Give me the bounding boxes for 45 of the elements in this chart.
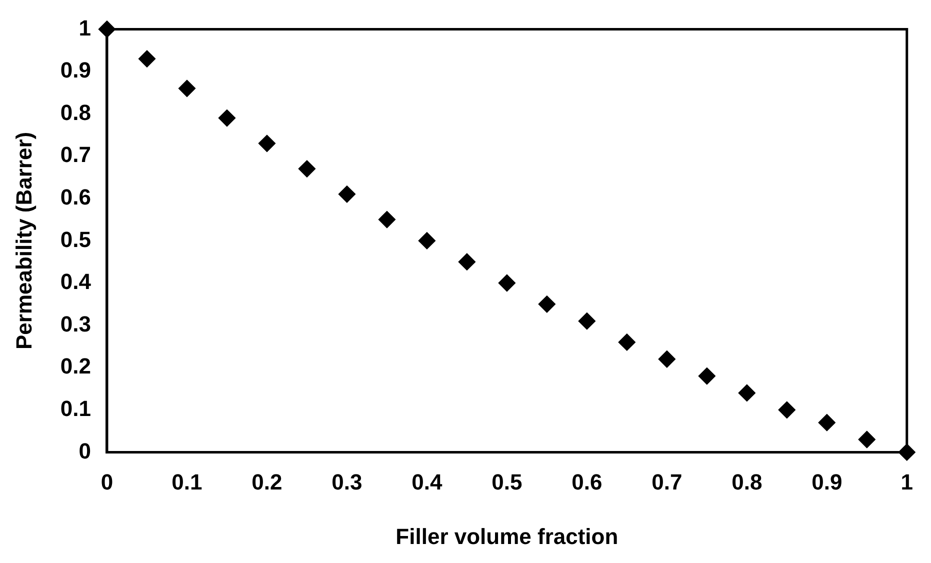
y-tick-label: 0.2 (60, 354, 91, 379)
point (378, 211, 396, 228)
point (578, 312, 596, 330)
point (298, 160, 316, 178)
point (258, 134, 276, 152)
y-tick-label: 0.8 (60, 100, 91, 125)
x-tick-label: 0.2 (252, 469, 282, 494)
x-tick-label: 0.4 (412, 469, 443, 494)
y-tick-label: 0.7 (60, 142, 91, 168)
point (178, 80, 196, 97)
x-tick-label: 1 (900, 469, 914, 494)
x-tick-label: 0.1 (172, 469, 202, 494)
point (338, 186, 356, 203)
x-tick-label: 0.9 (812, 469, 842, 494)
x-axis-title: Filler volume fraction (396, 524, 618, 549)
y-tick-label: 0.1 (60, 396, 91, 421)
point (618, 334, 636, 351)
y-tick-label: 0.3 (60, 311, 91, 336)
x-tick-label: 0 (100, 469, 114, 494)
y-tick-label: 0.9 (60, 58, 91, 83)
point (898, 444, 916, 461)
y-axis-title: Permeability (Barrer) (11, 132, 36, 350)
point (418, 232, 436, 250)
point (458, 253, 476, 270)
point (98, 20, 116, 38)
x-tick-label: 0.6 (572, 469, 602, 494)
point (218, 110, 236, 127)
point (498, 274, 516, 292)
point (778, 401, 796, 418)
y-tick-label: 0 (78, 438, 91, 464)
y-tick-label: 0.4 (60, 269, 92, 294)
point (538, 296, 556, 313)
x-tick-label: 0.3 (332, 469, 362, 494)
point (858, 431, 876, 448)
point (698, 368, 716, 385)
y-tick-label: 0.5 (60, 226, 91, 252)
point (138, 50, 156, 68)
x-tick-label: 0.8 (732, 469, 762, 494)
point (658, 350, 676, 368)
y-tick-label: 0.6 (60, 184, 91, 210)
point (738, 384, 756, 402)
x-tick-label: 0.7 (652, 469, 682, 494)
x-tick-label: 0.5 (492, 469, 522, 494)
point (818, 414, 836, 432)
y-tick-label: 1 (78, 15, 91, 40)
